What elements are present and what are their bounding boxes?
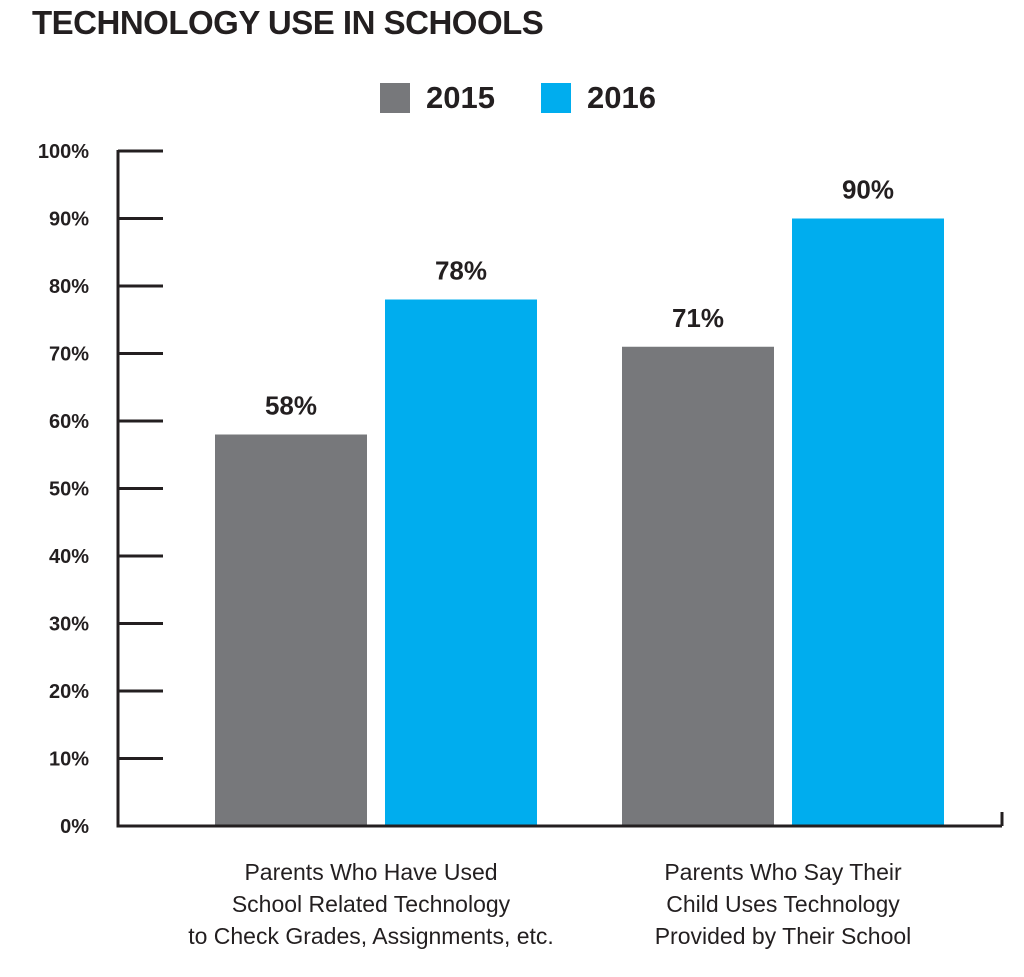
y-tick-label-90: 90% xyxy=(49,209,89,231)
y-tick-label-20: 20% xyxy=(49,681,89,703)
legend-item-2015: 2015 xyxy=(380,80,495,116)
value-label-2016-category-1: 78% xyxy=(435,256,487,286)
legend: 2015 2016 xyxy=(380,80,702,116)
bar-2015-category-2 xyxy=(622,346,774,825)
category-label-1-line-3: to Check Grades, Assignments, etc. xyxy=(188,923,554,949)
bar-2015-category-1 xyxy=(215,434,367,825)
y-tick-label-50: 50% xyxy=(49,479,89,501)
category-label-2-line-1: Parents Who Say Their xyxy=(664,859,902,885)
category-label-2-line-3: Provided by Their School xyxy=(654,923,912,949)
legend-label-2016: 2016 xyxy=(586,80,656,115)
category-label-1: Parents Who Have Used School Related Tec… xyxy=(141,856,601,952)
bar-2016-category-2 xyxy=(792,218,944,825)
chart-title: TECHNOLOGY USE IN SCHOOLS xyxy=(32,4,544,41)
y-tick-label-70: 70% xyxy=(49,344,89,366)
value-label-2015-category-2: 71% xyxy=(672,303,724,333)
bar-2016-category-1 xyxy=(385,299,537,825)
legend-swatch-2015 xyxy=(380,83,410,113)
value-label-2015-category-1: 58% xyxy=(265,391,317,421)
y-tick-label-30: 30% xyxy=(49,614,89,636)
legend-swatch-2016 xyxy=(540,83,571,113)
y-tick-label-40: 40% xyxy=(49,546,89,568)
category-label-2: Parents Who Say Their Child Uses Technol… xyxy=(553,856,1013,952)
legend-item-2016: 2016 xyxy=(540,80,656,116)
y-tick-label-100: 100% xyxy=(38,141,89,163)
y-tick-label-10: 10% xyxy=(49,749,89,771)
category-label-1-line-1: Parents Who Have Used xyxy=(244,859,498,885)
y-tick-label-0: 0% xyxy=(60,816,89,838)
value-label-2016-category-2: 90% xyxy=(842,175,894,205)
category-label-1-line-2: School Related Technology xyxy=(231,891,511,917)
category-label-2-line-2: Child Uses Technology xyxy=(666,891,900,917)
y-tick-label-80: 80% xyxy=(49,276,89,298)
y-tick-label-60: 60% xyxy=(49,411,89,433)
legend-label-2015: 2015 xyxy=(426,80,495,115)
